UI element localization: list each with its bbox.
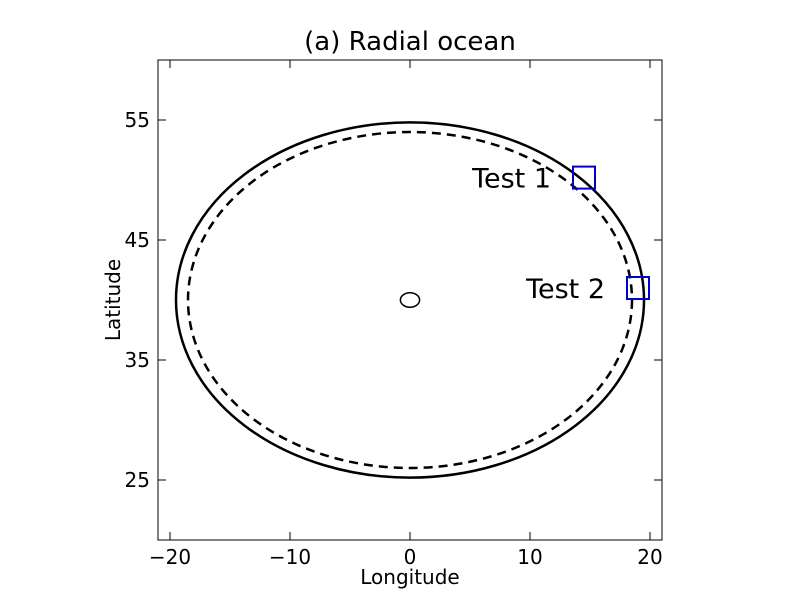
test-markers: Test 1 Test 2: [471, 164, 650, 305]
x-tick-label: 20: [637, 545, 662, 569]
test-1-label: Test 1: [471, 164, 551, 195]
axis-ticks: −20 −10 0 10 20 25 35 45 55: [125, 60, 663, 569]
test-1-marker: [572, 165, 596, 190]
y-tick-label: 35: [125, 348, 150, 372]
center-small-ellipse: [399, 292, 421, 308]
y-tick-label: 55: [125, 108, 150, 132]
x-tick-label: 10: [517, 545, 542, 569]
test-2-marker: [626, 276, 650, 300]
x-tick-label: 0: [404, 545, 417, 569]
chart-title: (a) Radial ocean: [304, 27, 516, 57]
y-tick-label: 45: [125, 228, 150, 252]
plot-area: −20 −10 0 10 20 25 35 45 55 Test 1 Test 2: [125, 59, 663, 569]
test-2-label: Test 2: [525, 274, 605, 305]
x-axis-label: Longitude: [360, 565, 459, 589]
x-tick-label: −10: [269, 545, 311, 569]
x-tick-label: −20: [149, 545, 191, 569]
y-tick-label: 25: [125, 468, 150, 492]
y-axis-label: Latitude: [101, 259, 125, 341]
